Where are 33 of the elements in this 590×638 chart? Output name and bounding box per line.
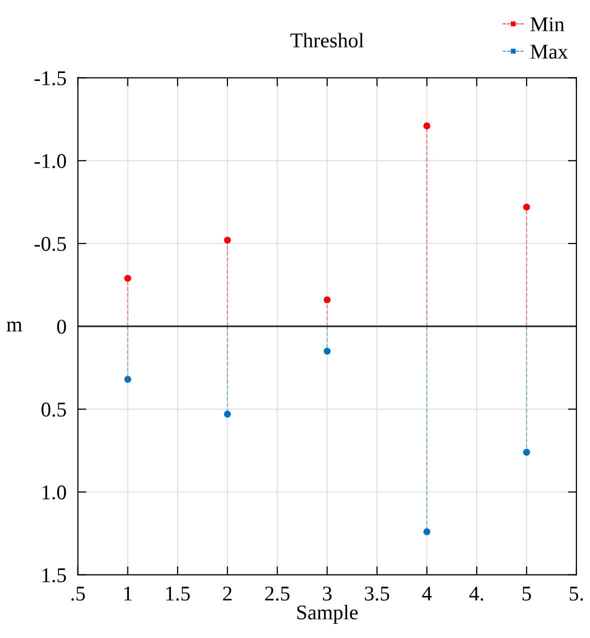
x-tick-label: 1: [124, 586, 132, 600]
point: [423, 122, 430, 130]
x-tick-label: .5: [71, 586, 85, 601]
y-tick-label: 1.5: [42, 568, 66, 582]
point: [324, 296, 331, 304]
point: [224, 236, 231, 244]
x-tick-label: 1.5: [166, 586, 190, 601]
chart-title: Threshol: [290, 32, 364, 48]
y-tick-label: 0.5: [42, 402, 66, 417]
legend-label: Max: [530, 44, 568, 59]
point: [124, 376, 132, 383]
x-tick-label: 2: [223, 586, 232, 600]
y-tick-label: -1.5: [34, 71, 66, 86]
y-tick-label: -0.5: [34, 236, 66, 252]
point: [324, 348, 331, 355]
y-tick-label: -1.0: [34, 154, 66, 168]
x-axis-title: Sample: [297, 604, 358, 624]
x-tick-label: 3.5: [364, 586, 390, 601]
x-tick-label: 5: [522, 586, 531, 601]
x-tick-label: 3: [322, 586, 332, 601]
x-tick-label: 4: [422, 586, 432, 600]
x-tick-label: 2.5: [265, 586, 290, 601]
y-tick-label: 0: [57, 320, 66, 334]
y-tick-label: 1.0: [42, 485, 66, 500]
point: [523, 448, 530, 456]
x-tick-label: 5.: [570, 586, 583, 601]
x-tick-label: 4.: [469, 586, 484, 601]
point: [124, 274, 132, 282]
legend-label: Min: [530, 17, 564, 32]
y-axis-title: m: [6, 322, 22, 332]
point: [423, 528, 430, 536]
point: [523, 204, 530, 211]
point: [224, 410, 231, 418]
